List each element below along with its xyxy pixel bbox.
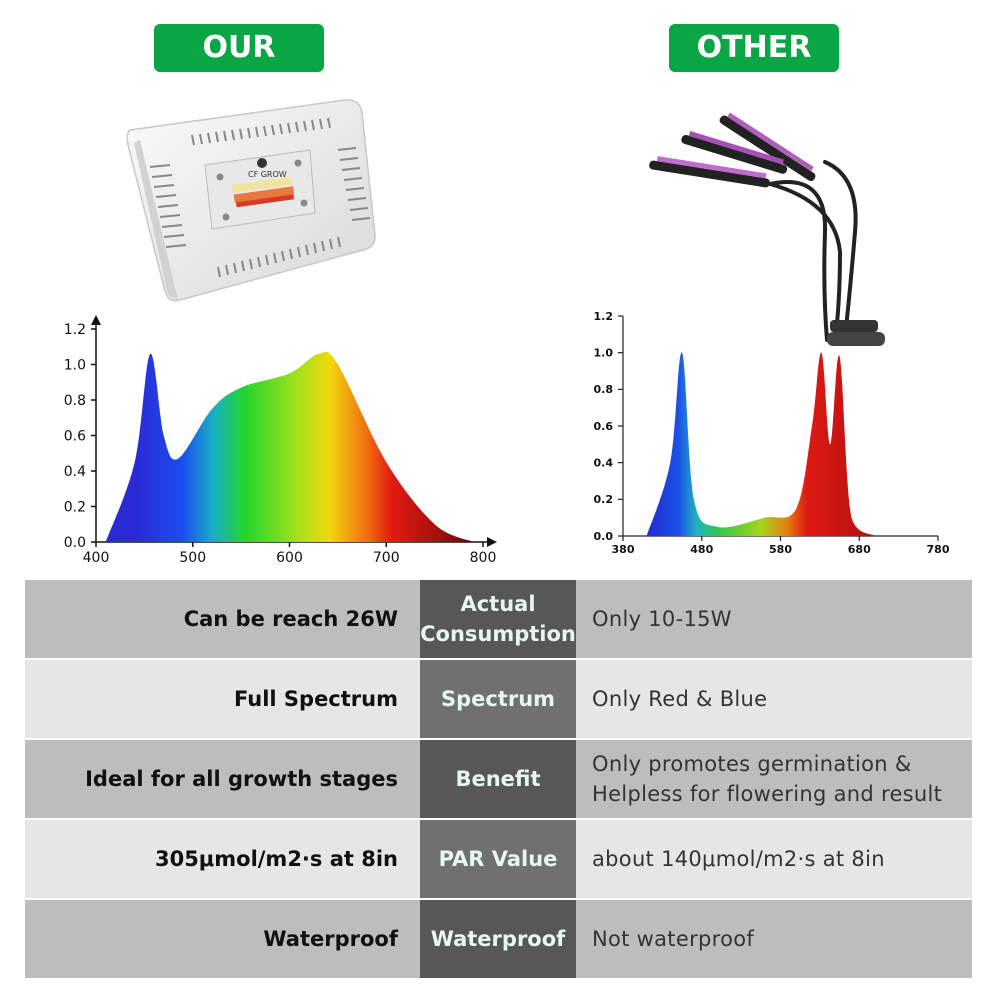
our-x-tick-label: 400 <box>83 550 110 566</box>
comparison-row: 305μmol/m2·s at 8in PAR Value about 140μmo… <box>25 820 972 898</box>
other-x-tick-label: 680 <box>848 543 871 556</box>
feature-label: Actual Consumption <box>420 580 576 658</box>
comparison-row: Full Spectrum Spectrum Only Red & Blue <box>25 660 972 738</box>
our-x-tick-label: 500 <box>179 550 206 566</box>
other-value: about 140μmol/m2·s at 8in <box>576 820 972 898</box>
other-y-tick-label: 0.4 <box>594 457 614 470</box>
comparison-row: Waterproof Waterproof Not waterproof <box>25 900 972 978</box>
our-y-tick-label: 1.0 <box>64 357 86 373</box>
our-x-arrow <box>487 537 497 547</box>
our-spectrum-area <box>105 351 474 542</box>
ours-value: Ideal for all growth stages <box>25 740 420 818</box>
ours-value: Waterproof <box>25 900 420 978</box>
other-y-tick-label: 0.0 <box>594 530 614 543</box>
our-y-tick-label: 0.2 <box>64 499 86 515</box>
other-x-tick-label: 780 <box>927 543 950 556</box>
our-x-tick-label: 700 <box>373 550 400 566</box>
feature-label: Spectrum <box>420 660 576 738</box>
comparison-row: Ideal for all growth stages Benefit Only p… <box>25 740 972 818</box>
our-y-tick-label: 0.0 <box>64 535 86 551</box>
other-x-tick-label: 380 <box>612 543 635 556</box>
brand-label: CF GROW <box>248 170 287 179</box>
other-value: Only 10-15W <box>576 580 972 658</box>
ours-value: 305μmol/m2·s at 8in <box>25 820 420 898</box>
feature-label: PAR Value <box>420 820 576 898</box>
our-y-tick-label: 1.2 <box>64 322 86 338</box>
our-x-tick-label: 600 <box>276 550 303 566</box>
other-y-tick-label: 1.2 <box>594 310 614 323</box>
our-y-arrow <box>91 315 101 325</box>
comparison-row: Can be reach 26W Actual Consumption Only 1… <box>25 580 972 658</box>
ours-value: Can be reach 26W <box>25 580 420 658</box>
other-x-tick-label: 480 <box>690 543 713 556</box>
other-y-tick-label: 0.2 <box>594 493 614 506</box>
other-x-tick-label: 580 <box>769 543 792 556</box>
our-product-image: CF GROW <box>126 99 376 302</box>
other-value: Only Red & Blue <box>576 660 972 738</box>
other-value: Only promotes germination & Helpless for… <box>576 740 972 818</box>
other-y-tick-label: 0.6 <box>594 420 614 433</box>
feature-label: Benefit <box>420 740 576 818</box>
other-product-image <box>649 112 885 346</box>
our-y-tick-label: 0.6 <box>64 428 86 444</box>
other-y-tick-label: 0.8 <box>594 383 614 396</box>
ours-value: Full Spectrum <box>25 660 420 738</box>
our-y-tick-label: 0.4 <box>64 464 86 480</box>
other-badge: OTHER <box>669 24 839 72</box>
feature-label: Waterproof <box>420 900 576 978</box>
other-spectrum-area <box>646 352 875 536</box>
our-y-tick-label: 0.8 <box>64 393 86 409</box>
our-x-tick-label: 800 <box>470 550 497 566</box>
our-badge: OUR <box>154 24 324 72</box>
other-y-tick-label: 1.0 <box>594 347 614 360</box>
other-value: Not waterproof <box>576 900 972 978</box>
